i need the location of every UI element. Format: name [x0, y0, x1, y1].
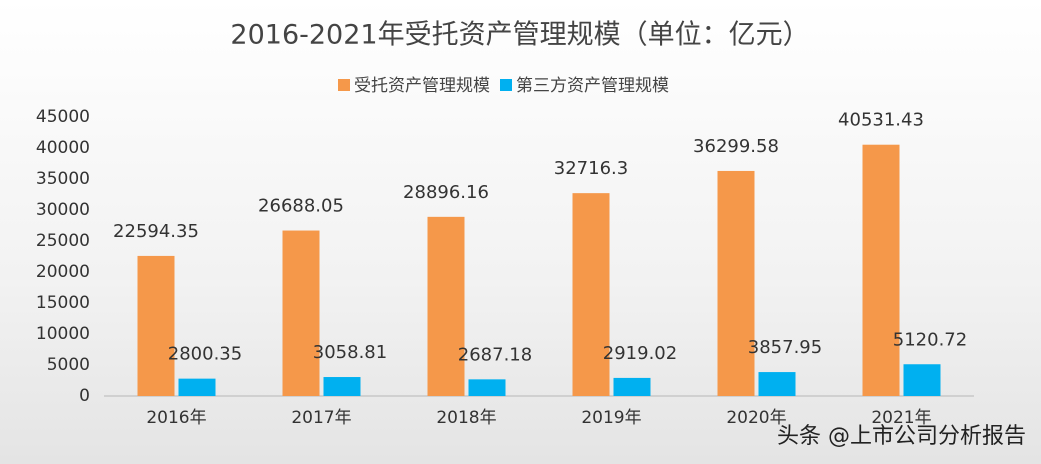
bar	[613, 377, 651, 396]
bar	[137, 255, 175, 396]
value-label: 36299.58	[693, 136, 779, 157]
x-tick-label: 2020年	[726, 408, 786, 428]
chart-title: 2016-2021年受托资产管理规模（单位：亿元）	[230, 20, 809, 51]
x-tick-label: 2016年	[146, 408, 206, 428]
y-tick-label: 30000	[36, 200, 90, 220]
y-tick-label: 45000	[36, 107, 90, 127]
bar	[178, 378, 216, 396]
bar	[282, 230, 320, 396]
y-tick-label: 40000	[36, 138, 90, 158]
bar	[427, 216, 465, 396]
bar	[572, 193, 610, 396]
x-tick-label: 2019年	[581, 408, 641, 428]
value-label: 2687.18	[458, 344, 532, 365]
legend-label: 受托资产管理规模	[354, 76, 490, 96]
bar	[862, 144, 900, 396]
x-tick-label: 2018年	[436, 408, 496, 428]
watermark: 头条 @上市公司分析报告	[777, 424, 1026, 449]
value-label: 26688.05	[258, 196, 344, 217]
value-label: 40531.43	[838, 110, 924, 131]
y-tick-label: 15000	[36, 293, 90, 313]
legend-swatch	[338, 79, 350, 91]
x-tick-label: 2021年	[871, 408, 931, 428]
legend-label: 第三方资产管理规模	[516, 76, 669, 96]
y-tick-label: 10000	[36, 324, 90, 344]
x-tick-label: 2017年	[291, 408, 351, 428]
value-label: 22594.35	[113, 221, 199, 242]
value-label: 2919.02	[603, 343, 677, 364]
y-tick-label: 25000	[36, 231, 90, 251]
legend-swatch	[500, 79, 512, 91]
y-tick-label: 0	[79, 386, 90, 406]
y-tick-label: 35000	[36, 169, 90, 189]
value-label: 5120.72	[893, 329, 967, 350]
bar	[903, 364, 941, 396]
y-tick-label: 20000	[36, 262, 90, 282]
bar	[468, 379, 506, 396]
bar	[323, 377, 361, 396]
value-label: 3857.95	[748, 337, 822, 358]
value-label: 2800.35	[168, 344, 242, 365]
value-label: 3058.81	[313, 342, 387, 363]
value-label: 32716.3	[554, 158, 628, 179]
y-tick-label: 5000	[47, 355, 90, 375]
bar	[758, 372, 796, 396]
bar	[717, 170, 755, 396]
value-label: 28896.16	[403, 182, 489, 203]
